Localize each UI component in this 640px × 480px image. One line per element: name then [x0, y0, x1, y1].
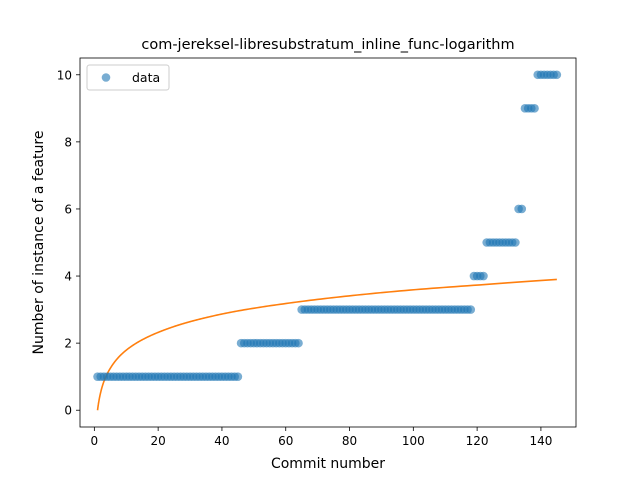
x-tick-label: 100 — [402, 434, 425, 448]
data-point — [479, 271, 488, 281]
data-point — [530, 104, 539, 113]
y-tick-label: 6 — [64, 202, 72, 216]
chart-title: com-jereksel-libresubstratum_inline_func… — [141, 37, 514, 53]
y-tick-label: 2 — [64, 337, 72, 351]
fit-line — [96, 278, 557, 411]
x-axis-label: Commit number — [271, 456, 385, 472]
y-axis-label: Number of instance of a feature — [31, 131, 47, 355]
x-tick-label: 20 — [151, 434, 166, 448]
y-tick-label: 8 — [64, 135, 72, 149]
data-point — [466, 305, 476, 314]
y-tick-label: 10 — [57, 68, 72, 82]
x-tick-label: 40 — [214, 434, 229, 448]
x-tick-label: 0 — [91, 434, 99, 448]
x-tick-label: 80 — [342, 434, 357, 448]
data-point — [511, 238, 520, 247]
legend-marker-data — [101, 73, 111, 82]
x-tick-label: 60 — [278, 434, 293, 448]
data-point — [552, 70, 562, 80]
x-tick-label: 120 — [466, 434, 489, 448]
legend-box — [86, 64, 170, 91]
legend: data — [86, 64, 170, 91]
data-point — [517, 204, 527, 214]
x-tick-label: 140 — [529, 434, 552, 448]
y-tick-label: 4 — [64, 270, 72, 284]
y-tick-label: 0 — [64, 404, 72, 418]
legend-label-data: data — [132, 70, 160, 85]
plot-frame — [79, 57, 577, 428]
data-point — [233, 372, 243, 381]
data-point — [294, 338, 303, 348]
